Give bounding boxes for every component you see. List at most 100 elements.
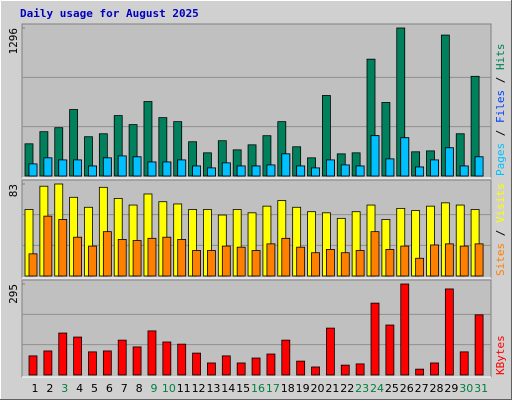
bar [311,252,320,277]
bar [73,159,83,177]
bar [58,219,68,277]
bar [325,248,335,277]
bar [236,165,246,177]
bar [236,246,246,277]
bar [296,360,306,376]
bar [355,363,365,376]
x-tick-label: 6 [106,382,113,395]
bar [266,164,276,177]
legend-entry: Pages [494,143,507,176]
x-tick-label: 14 [221,382,235,395]
bar [340,364,350,376]
x-tick-label: 26 [400,382,414,395]
bar [43,215,53,277]
bar [192,250,201,277]
legend-entry: Hits [494,44,507,71]
bar [459,245,469,277]
bar [132,156,142,177]
bar [221,245,231,277]
x-tick-label: 8 [136,382,143,395]
bar [400,283,410,376]
bar [207,250,216,277]
bar [311,167,320,177]
y-tick-label: 295 [7,284,20,304]
bar [415,166,425,177]
x-tick-label: 31 [474,382,488,395]
legend: KBytes [494,335,507,375]
bar [400,245,410,277]
chart-title: Daily usage for August 2025 [20,7,199,20]
bar [400,137,410,177]
bar [177,239,187,277]
bar [117,155,127,177]
bar [251,357,261,376]
bar [355,250,365,277]
bar [370,135,380,177]
bar [325,327,335,376]
bar [281,153,291,177]
x-tick-label: 23 [355,382,369,395]
x-tick-label: 2 [46,382,53,395]
legend-separator: / [494,70,507,90]
bar [28,355,38,376]
legend-separator: / [494,123,507,143]
bar [415,257,425,277]
bar [102,231,112,277]
bar [385,158,395,177]
bar [117,239,127,277]
bar [474,243,484,277]
x-tick-label: 27 [415,382,429,395]
bar [207,362,216,376]
legend-separator: / [494,223,507,243]
bar [370,231,380,277]
x-tick-label: 4 [76,382,83,395]
x-tick-label: 15 [236,382,250,395]
x-tick-label: 13 [206,382,220,395]
bar [58,159,68,177]
y-tick-label: 1296 [7,28,20,55]
bar [73,236,83,277]
bar [177,343,187,376]
bar [444,288,454,376]
bar [177,159,187,177]
x-tick-label: 28 [429,382,443,395]
x-tick-label: 22 [340,382,354,395]
bar [311,366,320,376]
bar [281,237,291,277]
bar [102,157,112,177]
bar [221,355,231,376]
bar [102,350,112,376]
bar [192,165,201,177]
bar [117,339,127,376]
x-tick-label: 18 [281,382,295,395]
legend: Pages / Files / Hits [494,44,507,177]
bar [147,237,157,277]
bar [43,157,53,177]
legend-entry: KBytes [494,335,507,375]
x-tick-label: 16 [251,382,265,395]
bar [430,362,439,376]
bar [251,250,261,277]
x-tick-label: 17 [266,382,280,395]
bar [266,353,276,376]
x-tick-label: 3 [61,382,68,395]
bar [266,243,276,277]
bar [355,165,365,177]
bar [88,245,97,277]
x-tick-label: 25 [385,382,399,395]
bar [43,350,53,376]
bar [281,339,291,376]
bar [415,368,425,376]
x-tick-label: 20 [311,382,325,395]
x-tick-label: 12 [192,382,206,395]
bar [340,252,350,277]
bar [325,159,335,177]
bar [385,248,395,277]
bar [132,346,142,376]
bar [296,246,306,277]
bar [236,362,246,376]
legend-entry: Sites [494,243,507,276]
bar [370,302,380,376]
bar [162,341,172,376]
bar [474,156,484,177]
